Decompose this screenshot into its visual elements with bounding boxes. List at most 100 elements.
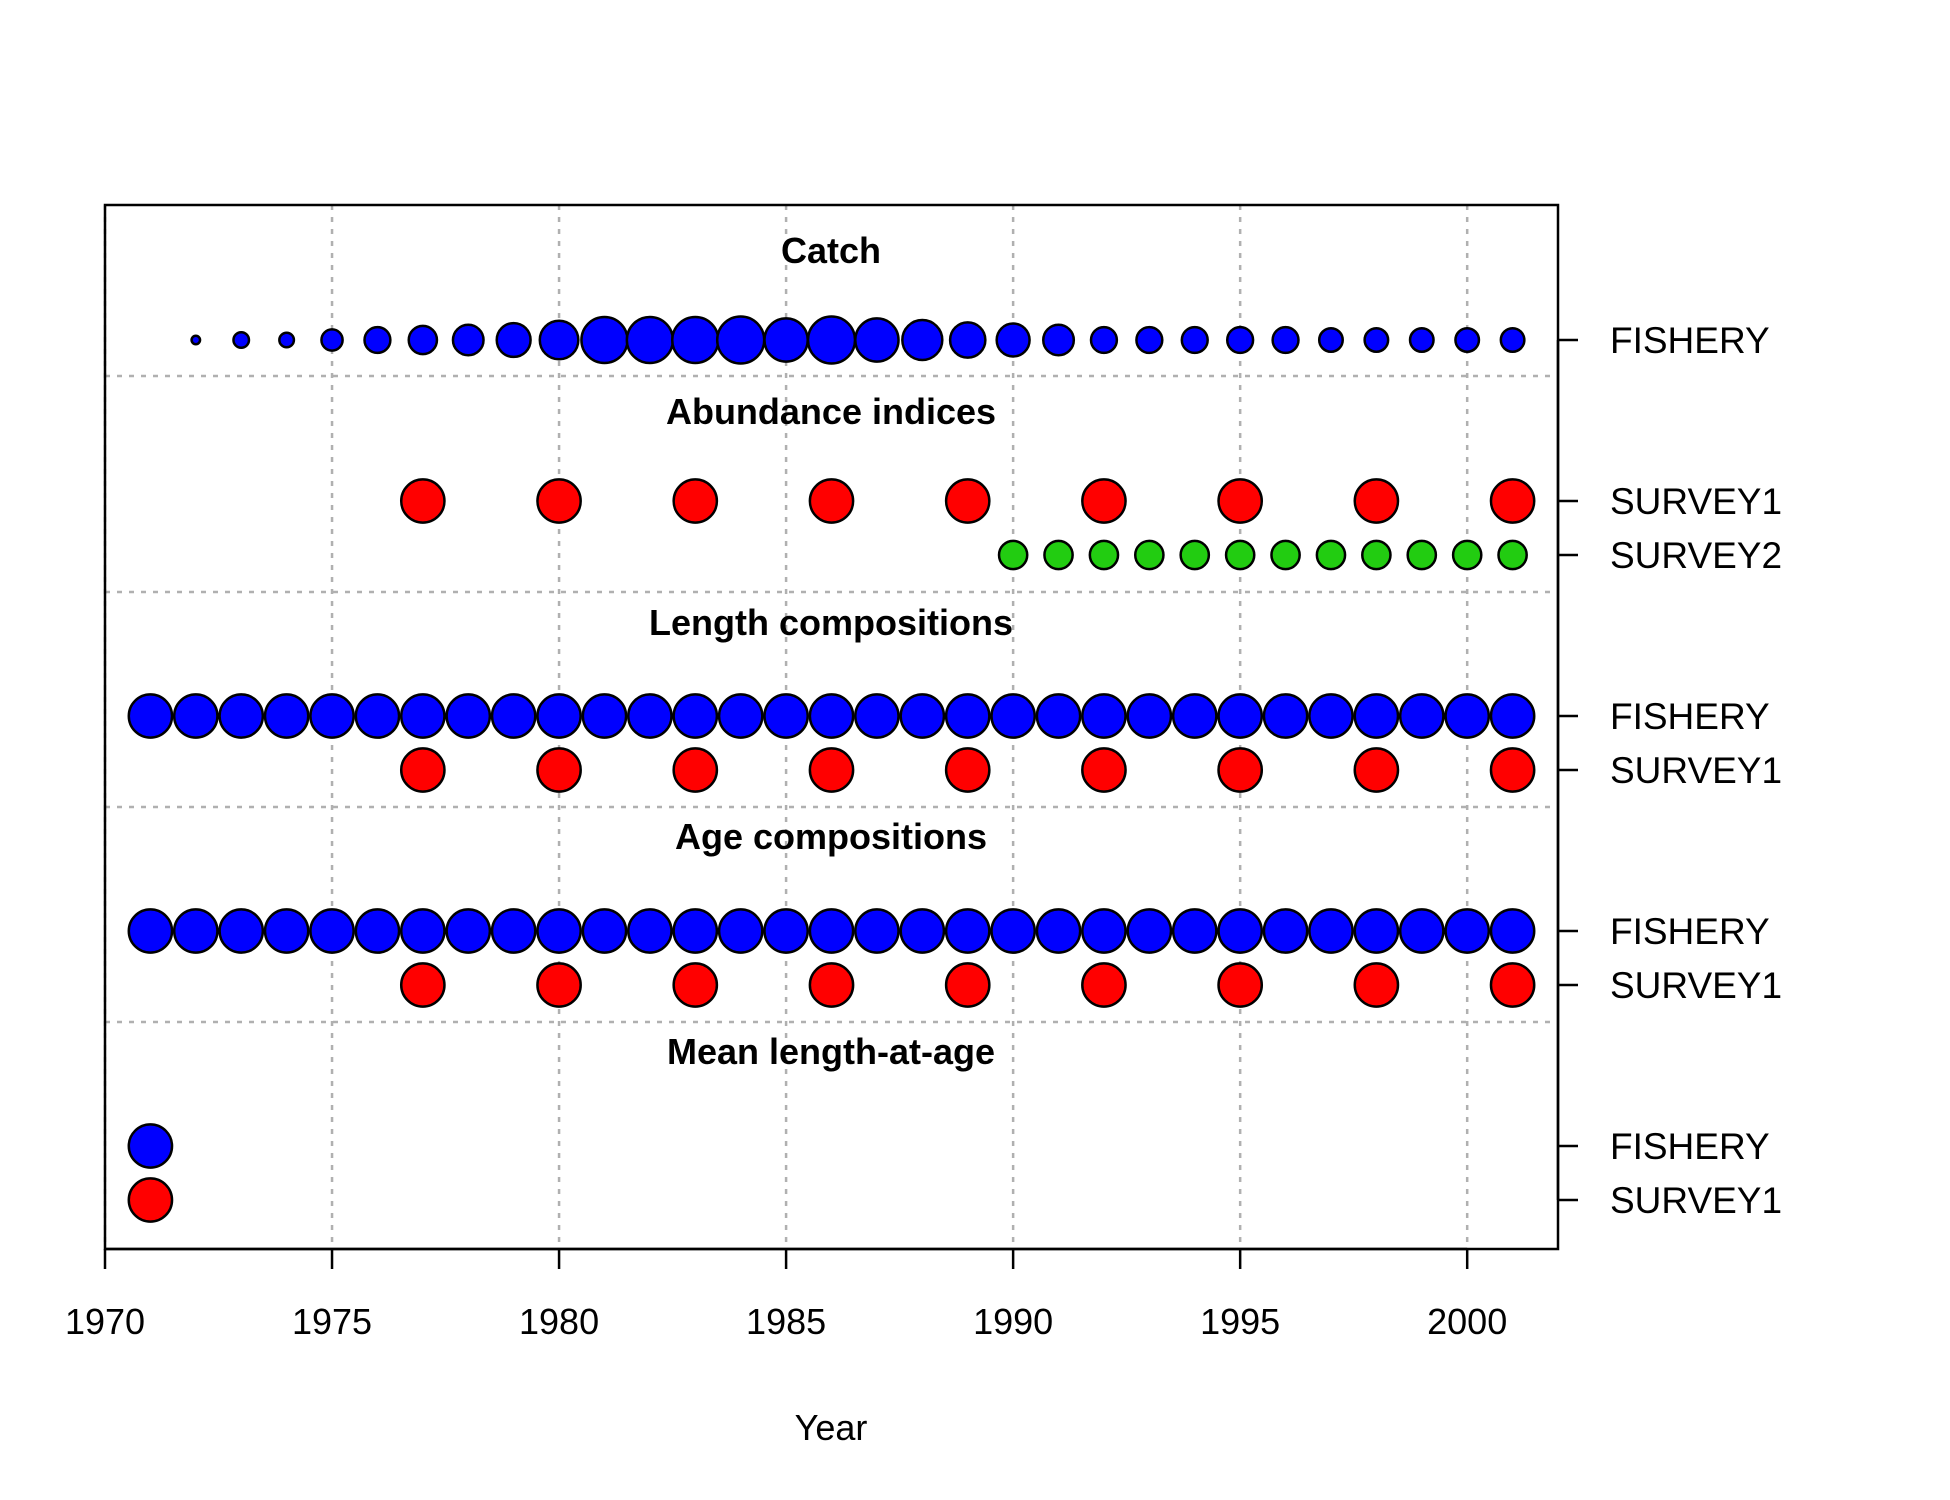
data-point <box>1179 539 1211 571</box>
data-point <box>1217 908 1264 954</box>
panel-title: Length compositions <box>649 602 1013 643</box>
data-point <box>1171 908 1218 954</box>
row-label: SURVEY1 <box>1610 481 1782 522</box>
data-point <box>944 478 991 524</box>
data-point <box>232 330 251 350</box>
row-label: FISHERY <box>1610 696 1770 737</box>
data-point <box>1353 693 1400 739</box>
data-point <box>1363 327 1390 353</box>
data-point <box>1353 478 1400 524</box>
data-point <box>1126 908 1173 954</box>
panel-separators <box>105 374 1558 1024</box>
data-point <box>1408 327 1435 353</box>
data-point <box>717 693 764 739</box>
data-point <box>672 962 719 1008</box>
data-point <box>1489 747 1536 793</box>
x-axis: 1970 1975 1980 1985 1990 1995 2000 <box>65 1247 1507 1342</box>
data-point <box>763 317 809 363</box>
data-point <box>854 693 900 739</box>
data-point <box>451 323 485 357</box>
data-point <box>1489 908 1536 954</box>
x-tick-label: 1990 <box>973 1301 1053 1342</box>
data-point <box>1497 539 1528 571</box>
data-point <box>536 693 582 739</box>
data-point <box>580 315 629 365</box>
panel-title: Abundance indices <box>666 391 996 432</box>
data-point <box>1271 325 1300 355</box>
right-axis: FISHERY SURVEY1 SURVEY2 FISHERY SURVEY1 FISHE… <box>1556 320 1782 1221</box>
data-point <box>1081 693 1127 739</box>
data-point <box>1308 693 1354 739</box>
data-point <box>901 318 944 362</box>
data-point <box>1353 908 1400 954</box>
x-tick-label: 1985 <box>746 1301 826 1342</box>
data-point <box>399 962 446 1008</box>
row-label: SURVEY2 <box>1610 535 1782 576</box>
data-point <box>944 693 991 739</box>
data-point <box>320 328 344 352</box>
row-label: FISHERY <box>1610 1126 1770 1167</box>
data-point <box>1444 908 1491 954</box>
data-point <box>1451 539 1483 571</box>
data-point <box>717 908 764 954</box>
data-point <box>1042 323 1076 357</box>
data-point <box>997 539 1029 571</box>
data-point <box>899 908 946 954</box>
data-point <box>990 908 1036 954</box>
x-tick-label: 1970 <box>65 1301 145 1342</box>
data-point <box>806 315 857 365</box>
data-point <box>1035 693 1082 739</box>
data-point <box>536 908 582 954</box>
panel-title: Age compositions <box>675 816 987 857</box>
data-point <box>538 319 580 361</box>
data-point <box>944 962 991 1008</box>
data-point <box>1088 539 1120 571</box>
data-point <box>1180 325 1209 355</box>
data-point <box>854 317 900 363</box>
data-point <box>490 908 537 954</box>
data-point <box>1398 908 1445 954</box>
data-point <box>1499 327 1526 353</box>
data-point <box>1035 908 1082 954</box>
data-point <box>490 693 537 739</box>
data-point <box>672 908 719 954</box>
data-point <box>172 908 219 954</box>
x-tick-label: 1980 <box>519 1301 599 1342</box>
data-point <box>127 1177 174 1223</box>
row-label: SURVEY1 <box>1610 750 1782 791</box>
data-point <box>309 908 355 954</box>
data-point <box>218 908 265 954</box>
data-point <box>407 324 439 356</box>
data-point <box>1406 539 1438 571</box>
data-point <box>1353 747 1400 793</box>
data-point <box>854 908 900 954</box>
data-point <box>278 331 296 349</box>
data-point <box>1454 327 1481 353</box>
data-point <box>808 908 855 954</box>
data-point <box>127 908 174 954</box>
data-point <box>1262 693 1309 739</box>
data-point <box>763 908 809 954</box>
data-point <box>399 693 446 739</box>
panel-title: Mean length-at-age <box>667 1031 995 1072</box>
data-point <box>363 325 392 355</box>
data-point <box>1126 693 1173 739</box>
data-point <box>536 962 582 1008</box>
row-label: FISHERY <box>1610 911 1770 952</box>
data-point <box>1135 325 1164 355</box>
data-point <box>1081 908 1127 954</box>
data-points <box>127 315 1536 1223</box>
row-label: SURVEY1 <box>1610 965 1782 1006</box>
data-point <box>354 693 401 739</box>
data-point <box>808 693 855 739</box>
data-point <box>495 321 532 359</box>
data-point <box>581 693 628 739</box>
data-point <box>1217 747 1264 793</box>
data-point <box>581 908 628 954</box>
data-point <box>172 693 219 739</box>
data-point <box>1489 693 1536 739</box>
data-point <box>808 478 855 524</box>
data-point <box>990 693 1036 739</box>
panel-titles: Catch Abundance indices Length composition… <box>649 230 1013 1072</box>
